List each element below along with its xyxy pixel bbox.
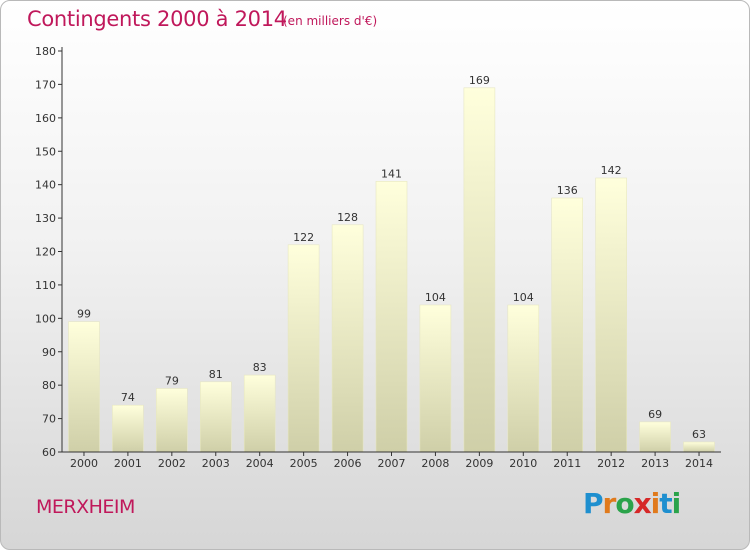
data-label-2005: 122 <box>293 231 314 244</box>
commune-name: MERXHEIM <box>36 496 135 518</box>
logo-letter: P <box>583 487 604 520</box>
bar-2005 <box>287 244 320 453</box>
data-label-2000: 99 <box>77 308 91 321</box>
x-tick-label-2010: 2010 <box>509 457 537 470</box>
y-tick-label: 120 <box>35 246 56 259</box>
data-label-2001: 74 <box>121 391 135 404</box>
chart-title: Contingents 2000 à 2014 <box>27 7 287 31</box>
y-tick-label: 140 <box>35 179 56 192</box>
y-tick-label: 150 <box>35 145 56 158</box>
y-tick-label: 60 <box>42 446 56 459</box>
data-label-2009: 169 <box>469 74 490 87</box>
y-tick-label: 180 <box>35 45 56 58</box>
y-tick-label: 160 <box>35 112 56 125</box>
data-label-2010: 104 <box>513 291 534 304</box>
data-label-2008: 104 <box>425 291 446 304</box>
bar-2003 <box>200 381 232 453</box>
y-tick-label: 170 <box>35 78 56 91</box>
x-tick-label-2001: 2001 <box>114 457 142 470</box>
x-tick-label-2011: 2011 <box>553 457 581 470</box>
x-tick-label-2008: 2008 <box>421 457 449 470</box>
bar-2013 <box>639 421 671 453</box>
bar-2007 <box>375 181 408 453</box>
bar-2002 <box>156 388 188 453</box>
bar-2004 <box>243 374 276 453</box>
x-axis: 2000 2001 2002 2003 2004 2005 2006 2007 2008 2009… <box>62 451 721 470</box>
data-label-2013: 69 <box>648 408 662 421</box>
logo-letter: o <box>615 487 634 520</box>
x-tick-label-2003: 2003 <box>202 457 230 470</box>
data-label-2004: 83 <box>253 361 267 374</box>
data-label-2014: 63 <box>692 428 706 441</box>
data-label-2002: 79 <box>165 375 179 388</box>
bar-2001 <box>112 404 144 453</box>
logo-letter: i <box>671 487 682 520</box>
y-tick-label: 110 <box>35 279 56 292</box>
logo-letter: t <box>659 487 672 520</box>
bar-2008 <box>419 304 452 453</box>
proxiti-logo[interactable]: Proxiti <box>583 487 682 520</box>
bar-2000 <box>68 321 100 453</box>
data-label-2007: 141 <box>381 167 402 180</box>
y-tick-label: 100 <box>35 312 56 325</box>
data-label-2003: 81 <box>209 368 223 381</box>
x-tick-label-2006: 2006 <box>334 457 362 470</box>
y-tick-label: 80 <box>42 379 56 392</box>
bar-2012 <box>595 177 628 453</box>
x-tick-label-2004: 2004 <box>246 457 274 470</box>
x-tick-label-2002: 2002 <box>158 457 186 470</box>
x-tick-label-2000: 2000 <box>70 457 98 470</box>
data-label-2006: 128 <box>337 211 358 224</box>
bars: 99 74 79 81 83 122 128 141 104 169 104 136 142 69 63 <box>68 74 715 453</box>
y-tick-label: 90 <box>42 346 56 359</box>
x-tick-label-2005: 2005 <box>290 457 318 470</box>
bar-2009 <box>463 87 496 453</box>
bar-2011 <box>551 197 584 453</box>
data-label-2011: 136 <box>557 184 578 197</box>
data-label-2012: 142 <box>601 164 622 177</box>
bar-2006 <box>331 224 364 453</box>
x-tick-label-2012: 2012 <box>597 457 625 470</box>
logo-letter: r <box>602 487 617 520</box>
x-tick-label-2009: 2009 <box>465 457 493 470</box>
x-tick-label-2013: 2013 <box>641 457 669 470</box>
y-tick-label: 70 <box>42 413 56 426</box>
logo-letter: i <box>650 487 661 520</box>
y-tick-label: 130 <box>35 212 56 225</box>
x-tick-label-2014: 2014 <box>685 457 713 470</box>
chart-subtitle: (en milliers d'€) <box>283 14 378 28</box>
logo-letter: x <box>633 487 652 520</box>
y-axis: 60 70 80 90 100 110 120 130 140 150 160 170 180 <box>35 45 63 459</box>
x-tick-label-2007: 2007 <box>378 457 406 470</box>
bar-2014 <box>683 441 715 453</box>
bar-2010 <box>507 304 540 453</box>
